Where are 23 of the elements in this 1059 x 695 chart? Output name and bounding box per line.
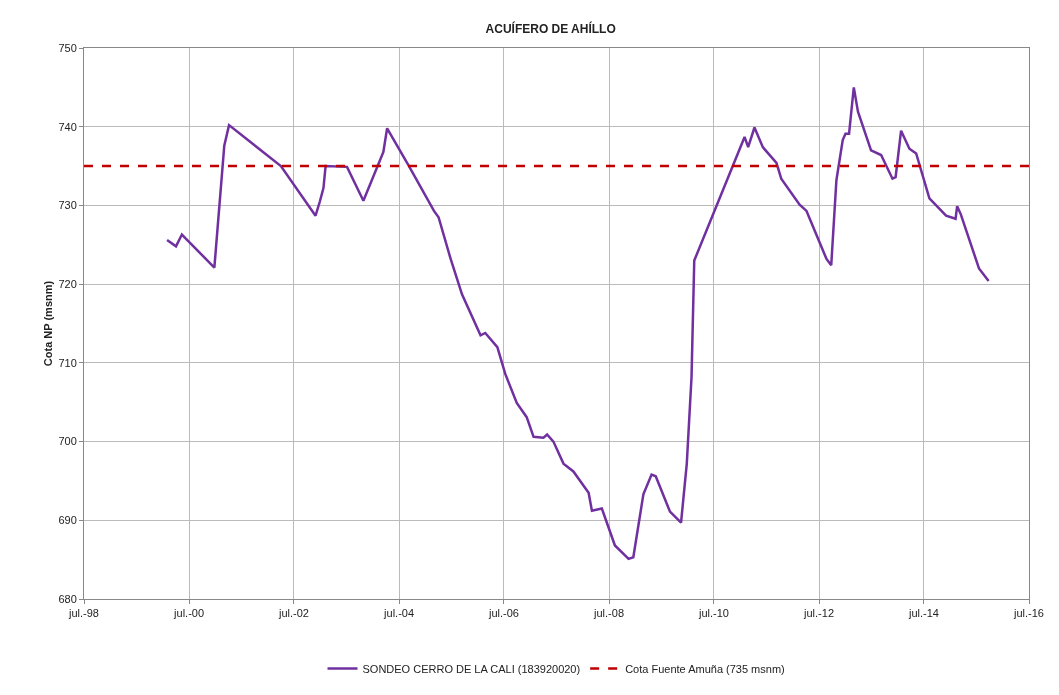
chart-title: ACUÍFERO DE AHÍLLO — [485, 20, 616, 36]
y-tick-label: 690 — [58, 514, 77, 527]
y-tick-label: 700 — [58, 435, 77, 448]
y-tick-label: 730 — [58, 199, 77, 212]
line-series — [165, 86, 990, 561]
x-tick-label: jul.-98 — [68, 607, 99, 620]
legend-label: SONDEO CERRO DE LA CALI (183920020) — [362, 662, 581, 675]
y-tick-label: 680 — [58, 592, 77, 605]
y-tick-label: 750 — [58, 41, 77, 54]
x-tick-label: jul.-00 — [173, 607, 205, 620]
x-tick-label: jul.-06 — [487, 607, 519, 620]
x-tick-label: jul.-16 — [1013, 607, 1044, 620]
x-tick-label: jul.-12 — [803, 607, 834, 620]
x-tick-label: jul.-14 — [907, 607, 939, 620]
legend-label: Cota Fuente Amuña (735 msnm) — [625, 662, 785, 675]
y-tick-label: 720 — [58, 277, 77, 290]
x-tick-label: jul.-10 — [697, 607, 729, 620]
y-tick-label: 710 — [58, 356, 77, 369]
x-tick-label: jul.-04 — [383, 607, 415, 620]
x-tick-label: jul.-02 — [278, 607, 309, 620]
y-axis-title: Cota NP (msnm) — [42, 280, 54, 367]
x-tick-label: jul.-08 — [593, 607, 625, 620]
y-tick-label: 740 — [58, 120, 77, 133]
